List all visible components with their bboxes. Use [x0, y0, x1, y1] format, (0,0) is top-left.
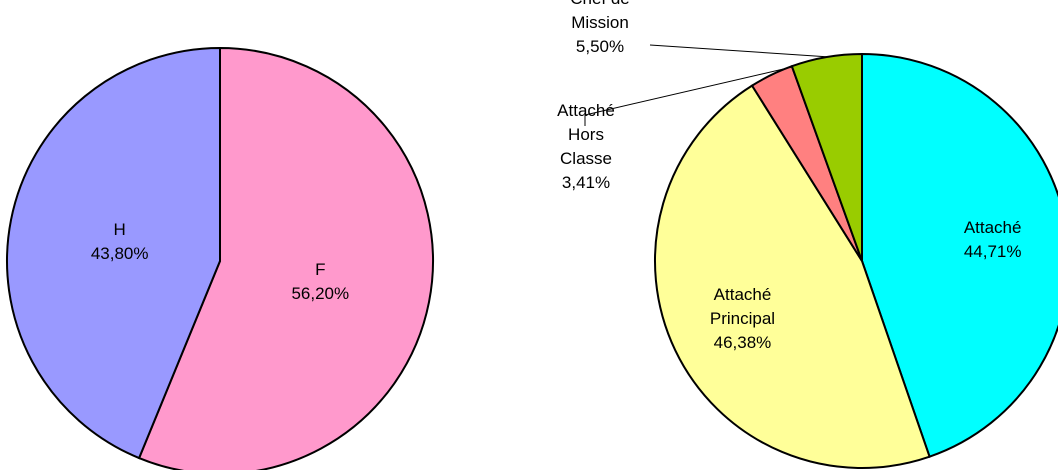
- slice-label: F: [315, 260, 325, 279]
- slice-value-label: 44,71%: [964, 242, 1022, 261]
- pie-slice: [6, 46, 221, 460]
- pie-slice: [654, 84, 931, 469]
- slice-label: Attaché Hors Classe: [557, 101, 615, 168]
- slice-value-label: 43,80%: [91, 244, 149, 263]
- slice-label: Attaché: [964, 218, 1022, 237]
- leader-line: [649, 44, 831, 58]
- leader-line: [584, 66, 793, 126]
- pie-slice: [861, 52, 1058, 458]
- slice-value-label: 5,50%: [576, 37, 624, 56]
- pie-slice: [137, 46, 434, 470]
- slice-label: Attaché Principal: [710, 285, 775, 328]
- slice-value-label: 46,38%: [714, 333, 772, 352]
- slice-label: H: [114, 220, 126, 239]
- slice-value-label: 3,41%: [562, 173, 610, 192]
- slice-value-label: 56,20%: [291, 284, 349, 303]
- slice-label: Chef deMission: [570, 0, 630, 32]
